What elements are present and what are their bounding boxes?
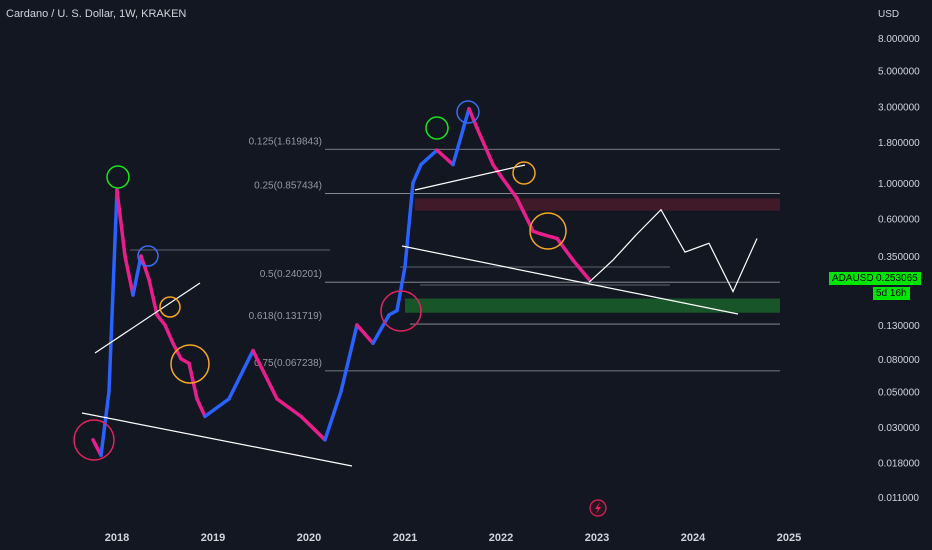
- time-tick-label: 2025: [777, 532, 801, 544]
- demand-zone: [405, 298, 780, 313]
- fib-level-label: 0.75(0.067238): [254, 358, 322, 369]
- time-tick-label: 2022: [489, 532, 513, 544]
- price-segment: [395, 264, 407, 313]
- trend-line: [81, 412, 353, 467]
- projection-path: [588, 208, 758, 293]
- price-tick-label: 5.000000: [878, 67, 920, 78]
- supply-zone: [415, 198, 780, 211]
- price-tick-label: 8.000000: [878, 34, 920, 45]
- price-segment: [403, 181, 415, 269]
- price-segment: [435, 148, 455, 167]
- red-circle: [380, 290, 422, 332]
- trend-line: [94, 282, 201, 354]
- fib-level-label: 0.5(0.240201): [260, 269, 322, 280]
- chart-title: Cardano / U. S. Dollar, 1W, KRAKEN: [6, 8, 187, 20]
- price-segment: [475, 126, 495, 167]
- price-tick-label: 1.800000: [878, 138, 920, 149]
- symbol-tag[interactable]: ADAUSD: [829, 272, 877, 285]
- price-segment: [499, 174, 519, 201]
- price-segment: [115, 188, 127, 258]
- price-segment: [275, 397, 303, 419]
- price-tick-label: 0.018000: [878, 459, 920, 470]
- price-segment: [227, 348, 255, 401]
- red-circle: [73, 419, 115, 461]
- price-segment: [491, 162, 503, 178]
- orange-circle: [512, 161, 536, 185]
- price-tick-label: 0.080000: [878, 355, 920, 366]
- time-tick-label: 2024: [681, 532, 706, 544]
- bar-countdown: 5d 16h: [873, 287, 910, 300]
- time-tick-label: 2023: [585, 532, 609, 544]
- price-segment: [155, 313, 167, 327]
- price-tick-label: 0.350000: [878, 252, 920, 263]
- orange-circle: [159, 296, 181, 318]
- orange-circle: [529, 212, 567, 250]
- price-segment: [323, 389, 343, 442]
- lightning-icon-glyph: [595, 502, 601, 514]
- price-segment: [187, 361, 199, 401]
- price-segment: [467, 106, 479, 130]
- price-segment: [147, 277, 159, 317]
- price-segment: [123, 254, 135, 297]
- price-segment: [139, 254, 151, 282]
- price-tick-label: 0.600000: [878, 214, 920, 225]
- blue-circle: [456, 100, 480, 124]
- fib-level-label: 0.618(0.131719): [249, 311, 322, 322]
- price-segment: [195, 397, 207, 419]
- price-tick-label: 0.030000: [878, 423, 920, 434]
- time-tick-label: 2020: [297, 532, 321, 544]
- trend-line: [401, 245, 739, 315]
- price-segment: [299, 414, 327, 442]
- price-segment: [451, 106, 471, 167]
- price-segment: [355, 323, 375, 345]
- last-price-tag: 0.253065: [873, 272, 921, 285]
- price-tick-label: 0.130000: [878, 321, 920, 332]
- price-segment: [203, 397, 231, 419]
- price-tick-label: 0.011000: [878, 493, 919, 504]
- price-segment: [339, 323, 359, 394]
- price-segment: [107, 188, 119, 394]
- fib-level-label: 0.25(0.857434): [254, 181, 322, 192]
- green-circle: [106, 165, 130, 189]
- price-segment: [555, 236, 575, 262]
- price-segment: [251, 348, 279, 401]
- blue-circle: [137, 245, 159, 267]
- price-tick-label: 1.000000: [878, 179, 920, 190]
- price-tick-label: 3.000000: [878, 102, 920, 113]
- price-tick-label: 0.050000: [878, 388, 920, 399]
- price-segment: [371, 313, 391, 345]
- time-tick-label: 2018: [105, 532, 129, 544]
- time-tick-label: 2019: [201, 532, 225, 544]
- price-segment: [419, 148, 439, 167]
- price-segment: [571, 258, 591, 282]
- orange-circle: [170, 344, 210, 384]
- price-axis-unit: USD: [878, 9, 900, 20]
- time-tick-label: 2021: [393, 532, 417, 544]
- fib-level-label: 0.125(1.619843): [249, 136, 322, 147]
- trend-line: [414, 164, 526, 191]
- price-segment: [411, 162, 423, 185]
- green-circle: [425, 116, 449, 140]
- price-segment: [163, 323, 175, 345]
- price-segment: [539, 232, 559, 241]
